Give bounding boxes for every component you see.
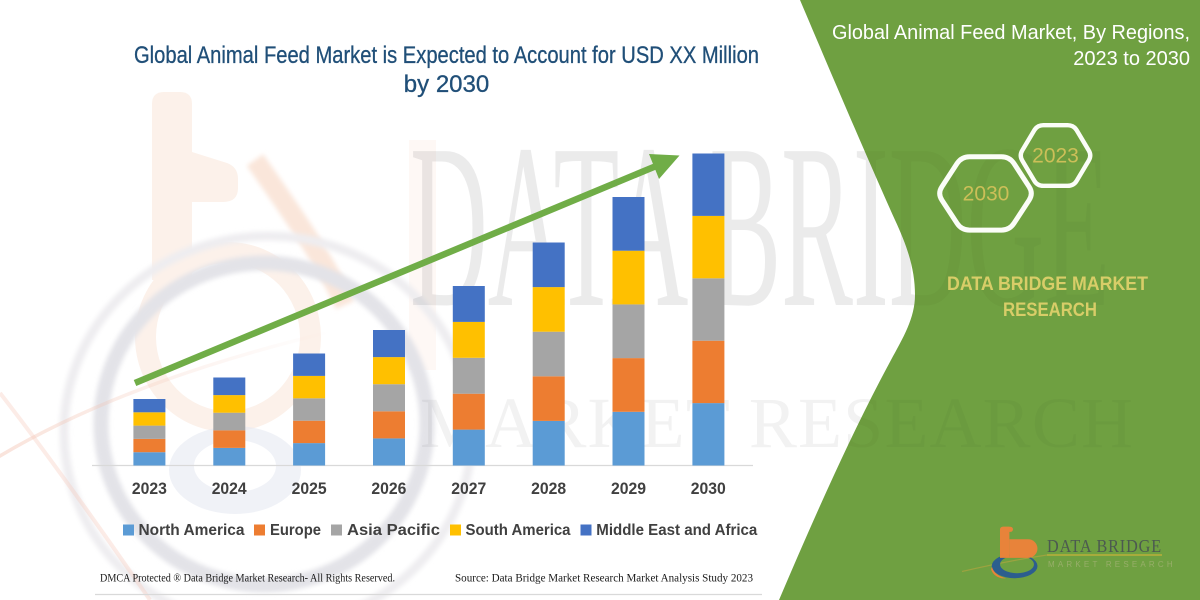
svg-text:DMCA Protected ® Data Bridge M: DMCA Protected ® Data Bridge Market Rese… [100,571,395,585]
svg-text:by 2030: by 2030 [404,71,489,98]
svg-text:2025: 2025 [292,479,327,498]
svg-text:2030: 2030 [691,479,726,498]
svg-text:2028: 2028 [531,479,566,498]
svg-text:2030: 2030 [963,183,1010,206]
svg-text:South America: South America [466,522,571,539]
svg-text:Global Animal Feed Market, By: Global Animal Feed Market, By Regions, [832,22,1190,44]
svg-text:2023: 2023 [132,479,167,498]
svg-text:Source: Data Bridge Market Res: Source: Data Bridge Market Research Mark… [455,571,753,585]
svg-text:2027: 2027 [451,479,486,498]
svg-text:Middle East and Africa: Middle East and Africa [596,522,757,539]
svg-text:DATA BRIDGE MARKET: DATA BRIDGE MARKET [947,274,1148,295]
svg-text:MARKET RESEARCH: MARKET RESEARCH [1048,560,1176,569]
svg-text:Global Animal Feed Market is E: Global Animal Feed Market is Expected to… [134,42,759,69]
svg-text:2024: 2024 [212,479,247,498]
svg-text:DATA BRIDGE: DATA BRIDGE [1047,536,1162,556]
svg-text:Asia Pacific: Asia Pacific [347,522,440,539]
svg-text:2026: 2026 [371,479,406,498]
svg-text:RESEARCH: RESEARCH [1003,300,1097,321]
svg-text:North America: North America [139,522,245,539]
svg-text:2023 to 2030: 2023 to 2030 [1073,48,1190,70]
svg-text:2029: 2029 [611,479,646,498]
svg-text:2023: 2023 [1032,145,1079,168]
svg-text:Europe: Europe [270,522,321,539]
